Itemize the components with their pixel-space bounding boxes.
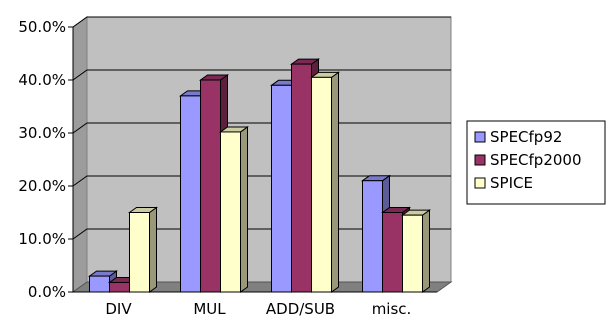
x-tick-label: misc. [372,300,412,318]
bar [400,209,432,293]
bar [309,71,341,293]
bar-side [149,206,157,293]
bar-front [382,212,403,293]
gridline [72,69,451,81]
bar-front [200,79,221,293]
x-tick-label: DIV [105,300,132,318]
bar-front [220,131,241,293]
legend-label: SPICE [490,174,533,192]
x-tick-label: ADD/SUB [266,300,335,318]
legend-item: SPECfp92 [474,128,562,146]
bar-front [291,63,312,293]
legend-swatch [474,131,486,143]
legend-swatch [474,177,486,189]
bar-front [180,95,201,293]
bar-front [311,76,332,293]
bar [127,206,159,293]
legend-label: SPECfp2000 [490,151,582,169]
y-tick-label: 30.0% [18,124,66,142]
bar-side [331,71,339,293]
y-axis: 0.0% 10.0% 20.0% 30.0% 40.0% 50.0% [18,18,437,301]
y-tick-label: 20.0% [18,177,66,195]
y-tick-label: 50.0% [18,18,66,36]
bar-front [89,275,110,293]
bar-side [422,209,430,293]
y-tick-label: 0.0% [28,283,66,301]
legend-box [466,120,606,205]
bar-front [271,84,292,293]
legend-label: SPECfp92 [490,128,562,146]
x-axis: DIV MUL ADD/SUB misc. [105,300,411,318]
legend-swatch [474,154,486,166]
y-tick-label: 40.0% [18,71,66,89]
bar-front [402,214,423,293]
gridline [72,16,451,28]
legend-item: SPICE [474,174,533,192]
bar-front [109,281,130,293]
y-tick-label: 10.0% [18,230,66,248]
bars [87,58,432,293]
legend-item: SPECfp2000 [474,151,582,169]
bar-front [362,180,383,293]
bar [87,270,119,293]
legend: SPECfp92 SPECfp2000 SPICE [466,120,606,205]
bar-side [240,125,248,293]
x-tick-label: MUL [193,300,226,318]
bar [218,125,250,293]
bar-front [129,212,150,293]
side-wall [72,16,88,293]
